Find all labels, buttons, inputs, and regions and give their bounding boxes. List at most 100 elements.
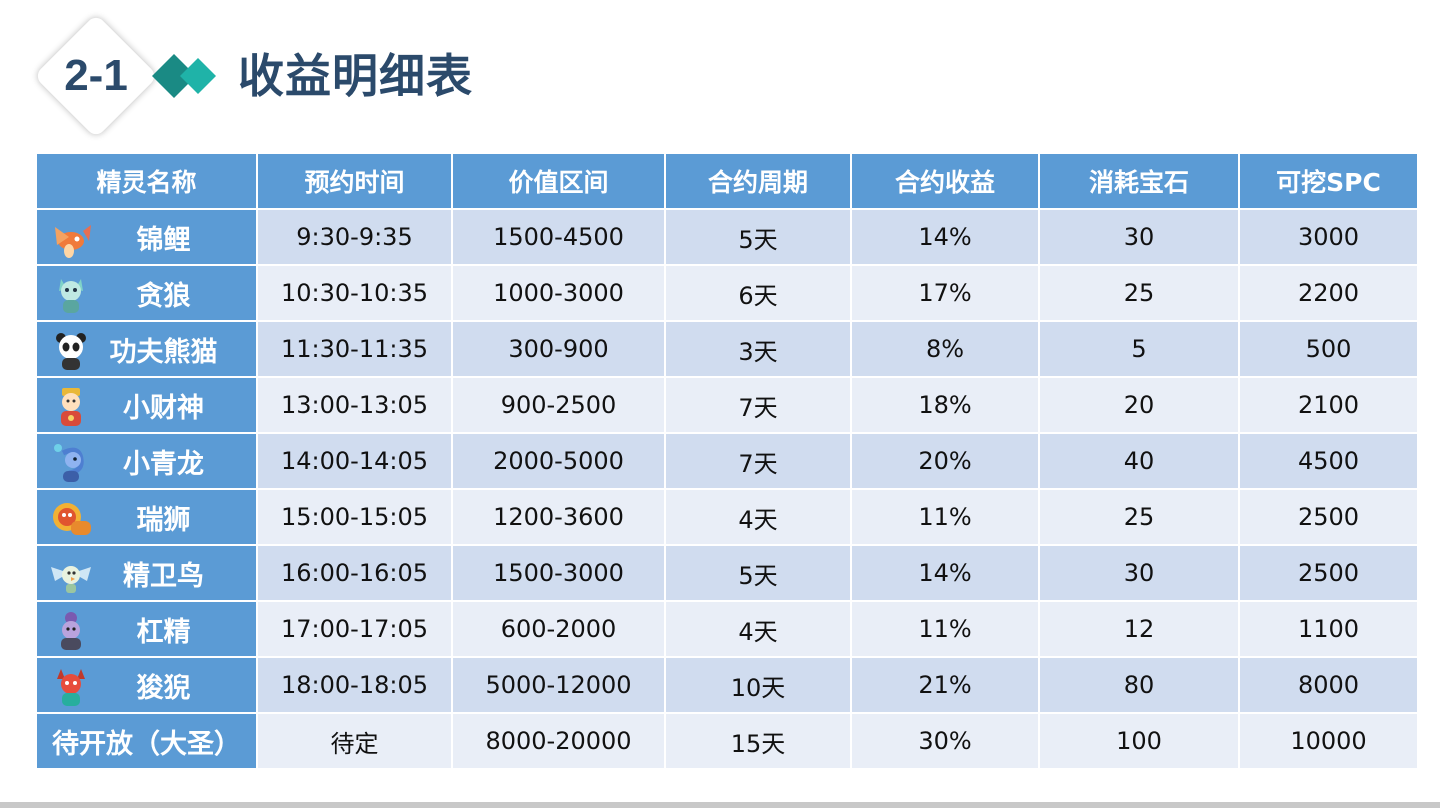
sprite-name: 杠精	[136, 616, 191, 648]
mineable-spc: 500	[1238, 320, 1419, 378]
lion-sprite-icon	[49, 497, 93, 541]
panda-sprite-icon	[49, 329, 93, 373]
contract-period: 3天	[664, 320, 852, 378]
table-row: 贪狼 10:30-10:35 1000-3000 6天 17% 25 2200	[35, 264, 1419, 322]
value-range: 1500-3000	[451, 544, 666, 602]
table-row: 待开放（大圣） 待定 8000-20000 15天 30% 100 10000	[35, 712, 1419, 770]
table-row: 功夫熊猫 11:30-11:35 300-900 3天 8% 5 500	[35, 320, 1419, 378]
sprite-name-cell: 待开放（大圣）	[35, 712, 258, 770]
mineable-spc: 4500	[1238, 432, 1419, 490]
value-range: 1500-4500	[451, 208, 666, 266]
gems-consumed: 5	[1038, 320, 1240, 378]
booking-time: 17:00-17:05	[256, 600, 453, 658]
gems-consumed: 25	[1038, 264, 1240, 322]
booking-time: 10:30-10:35	[256, 264, 453, 322]
contract-yield: 30%	[850, 712, 1040, 770]
contract-period: 7天	[664, 432, 852, 490]
contract-yield: 20%	[850, 432, 1040, 490]
contract-period: 4天	[664, 600, 852, 658]
booking-time: 15:00-15:05	[256, 488, 453, 546]
sprite-name-cell: 狻猊	[35, 656, 258, 714]
gems-consumed: 30	[1038, 208, 1240, 266]
booking-time: 11:30-11:35	[256, 320, 453, 378]
revenue-table: 精灵名称 预约时间 价值区间 合约周期 合约收益 消耗宝石 可挖SPC 锦鲤 9…	[35, 152, 1419, 770]
booking-time: 14:00-14:05	[256, 432, 453, 490]
mineable-spc: 10000	[1238, 712, 1419, 770]
page-title: 收益明细表	[238, 49, 473, 103]
col-header-contract-yield: 合约收益	[850, 152, 1040, 210]
contract-yield: 14%	[850, 208, 1040, 266]
contract-yield: 8%	[850, 320, 1040, 378]
wolf-sprite-icon	[49, 273, 93, 317]
gems-consumed: 12	[1038, 600, 1240, 658]
mineable-spc: 2500	[1238, 544, 1419, 602]
value-range: 1000-3000	[451, 264, 666, 322]
sprite-name: 瑞狮	[136, 504, 191, 536]
col-header-value-range: 价值区间	[451, 152, 666, 210]
sprite-name: 锦鲤	[136, 224, 191, 256]
value-range: 300-900	[451, 320, 666, 378]
col-header-sprite-name: 精灵名称	[35, 152, 258, 210]
page-header: 2-1 收益明细表	[0, 0, 1440, 140]
mineable-spc: 2500	[1238, 488, 1419, 546]
col-header-contract-period: 合约周期	[664, 152, 852, 210]
mineable-spc: 1100	[1238, 600, 1419, 658]
contract-yield: 17%	[850, 264, 1040, 322]
sprite-name: 精卫鸟	[123, 560, 204, 592]
gems-consumed: 20	[1038, 376, 1240, 434]
sprite-name-cell: 锦鲤	[35, 208, 258, 266]
contract-period: 5天	[664, 208, 852, 266]
value-range: 8000-20000	[451, 712, 666, 770]
table-row: 小青龙 14:00-14:05 2000-5000 7天 20% 40 4500	[35, 432, 1419, 490]
contract-period: 4天	[664, 488, 852, 546]
gems-consumed: 30	[1038, 544, 1240, 602]
imp-sprite-icon	[49, 609, 93, 653]
sprite-name: 贪狼	[136, 280, 191, 312]
table-row: 杠精 17:00-17:05 600-2000 4天 11% 12 1100	[35, 600, 1419, 658]
contract-period: 6天	[664, 264, 852, 322]
bird-sprite-icon	[49, 553, 93, 597]
dragon-sprite-icon	[49, 441, 93, 485]
sprite-name-cell: 小财神	[35, 376, 258, 434]
sprite-name: 狻猊	[136, 672, 191, 704]
value-range: 600-2000	[451, 600, 666, 658]
sprite-name: 功夫熊猫	[109, 336, 218, 368]
suanni-sprite-icon	[49, 665, 93, 709]
sprite-name-cell: 杠精	[35, 600, 258, 658]
gems-consumed: 40	[1038, 432, 1240, 490]
booking-time: 13:00-13:05	[256, 376, 453, 434]
contract-period: 10天	[664, 656, 852, 714]
section-number: 2-1	[64, 51, 128, 100]
contract-yield: 11%	[850, 600, 1040, 658]
table-row: 精卫鸟 16:00-16:05 1500-3000 5天 14% 30 2500	[35, 544, 1419, 602]
booking-time: 9:30-9:35	[256, 208, 453, 266]
col-header-gems-consumed: 消耗宝石	[1038, 152, 1240, 210]
fortune-god-sprite-icon	[49, 385, 93, 429]
double-diamond-icon	[152, 54, 216, 98]
sprite-name-cell: 小青龙	[35, 432, 258, 490]
booking-time: 待定	[256, 712, 453, 770]
contract-period: 15天	[664, 712, 852, 770]
mineable-spc: 2200	[1238, 264, 1419, 322]
value-range: 2000-5000	[451, 432, 666, 490]
sprite-name: 小青龙	[123, 448, 204, 480]
table-header-row: 精灵名称 预约时间 价值区间 合约周期 合约收益 消耗宝石 可挖SPC	[35, 152, 1419, 210]
mineable-spc: 3000	[1238, 208, 1419, 266]
sprite-name-cell: 精卫鸟	[35, 544, 258, 602]
gems-consumed: 100	[1038, 712, 1240, 770]
value-range: 1200-3600	[451, 488, 666, 546]
table-row: 狻猊 18:00-18:05 5000-12000 10天 21% 80 800…	[35, 656, 1419, 714]
koi-sprite-icon	[49, 217, 93, 261]
contract-yield: 14%	[850, 544, 1040, 602]
table-row: 瑞狮 15:00-15:05 1200-3600 4天 11% 25 2500	[35, 488, 1419, 546]
booking-time: 16:00-16:05	[256, 544, 453, 602]
booking-time: 18:00-18:05	[256, 656, 453, 714]
sprite-name-cell: 瑞狮	[35, 488, 258, 546]
sprite-name-cell: 功夫熊猫	[35, 320, 258, 378]
value-range: 5000-12000	[451, 656, 666, 714]
gems-consumed: 80	[1038, 656, 1240, 714]
mineable-spc: 8000	[1238, 656, 1419, 714]
contract-yield: 11%	[850, 488, 1040, 546]
table-row: 小财神 13:00-13:05 900-2500 7天 18% 20 2100	[35, 376, 1419, 434]
table-row: 锦鲤 9:30-9:35 1500-4500 5天 14% 30 3000	[35, 208, 1419, 266]
